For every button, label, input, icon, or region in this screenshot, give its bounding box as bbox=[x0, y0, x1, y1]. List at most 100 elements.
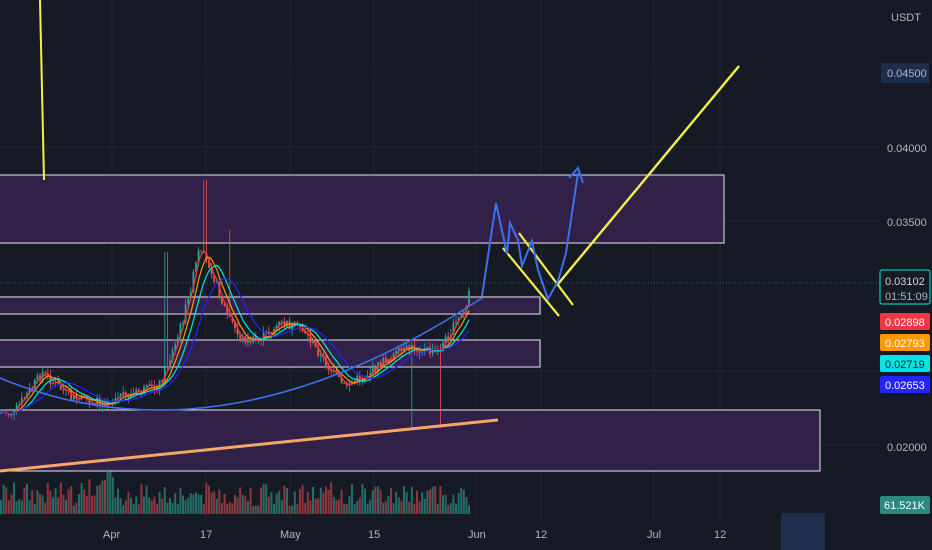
volume-bar bbox=[161, 498, 164, 514]
volume-tag[interactable]: 61.521K bbox=[880, 496, 930, 514]
volume-bar bbox=[416, 490, 418, 514]
ma-cyan-line bbox=[0, 264, 470, 415]
rounding-bottom-curve[interactable] bbox=[0, 297, 483, 411]
price-highlight-45000 bbox=[881, 63, 929, 83]
zone-mid-lower[interactable] bbox=[0, 339, 541, 368]
volume-bar bbox=[340, 489, 343, 514]
candle-body bbox=[137, 389, 140, 393]
volume-bar bbox=[145, 485, 148, 514]
volume-bar bbox=[408, 501, 411, 514]
volume-bar bbox=[137, 504, 140, 514]
volume-bar bbox=[228, 502, 231, 514]
candle-body bbox=[59, 384, 62, 390]
volume-bar bbox=[124, 500, 127, 514]
candle-body bbox=[221, 298, 223, 304]
candle-body bbox=[374, 365, 377, 373]
support-resistance-zones bbox=[0, 174, 821, 472]
time-axis[interactable]: Apr 17 May 15 Jun 12 Jul 12 bbox=[0, 513, 880, 550]
volume-bar bbox=[26, 483, 28, 514]
price-axis[interactable]: USDT 0.04500 0.04000 0.03500 0.02000 0.0… bbox=[879, 0, 932, 550]
volume-bar bbox=[421, 492, 424, 514]
support-zone-lower[interactable] bbox=[0, 409, 821, 472]
orange-trendline[interactable] bbox=[0, 418, 499, 473]
volume-bar bbox=[374, 486, 377, 514]
volume-bar bbox=[299, 489, 301, 514]
time-tick-label: 12 bbox=[535, 529, 547, 541]
candle-body bbox=[33, 379, 36, 388]
volume-bar bbox=[395, 491, 398, 514]
ma-cyan-price-tag[interactable]: 0.02719 bbox=[880, 355, 930, 372]
volume-bar bbox=[132, 503, 135, 514]
volume-bar bbox=[41, 495, 44, 514]
resistance-zone-upper[interactable] bbox=[0, 174, 725, 244]
candle-body bbox=[132, 393, 135, 395]
volume-bar bbox=[343, 503, 346, 514]
candle-body bbox=[395, 350, 398, 354]
candle-body bbox=[236, 327, 239, 335]
candle-body bbox=[343, 382, 346, 384]
volume-bar bbox=[171, 503, 174, 514]
volume-bar bbox=[215, 498, 218, 514]
candle-body bbox=[187, 296, 190, 305]
last-price-tag[interactable]: 0.03102 01:51:09 bbox=[879, 269, 931, 305]
volume-bar bbox=[101, 480, 104, 514]
candle-body bbox=[23, 398, 26, 400]
volume-bar bbox=[312, 486, 314, 514]
candle-body bbox=[247, 336, 249, 343]
ma-blue-tag-box bbox=[880, 376, 930, 393]
volume-bar bbox=[176, 503, 179, 514]
candle-body bbox=[330, 370, 333, 372]
volume-bar bbox=[117, 488, 119, 514]
candle-body bbox=[179, 324, 182, 338]
yellow-flag-line-lower[interactable] bbox=[502, 247, 560, 317]
candle-body bbox=[78, 399, 80, 401]
volume-bar bbox=[80, 483, 83, 514]
volume-bar bbox=[369, 499, 372, 514]
yellow-flag-line-upper[interactable] bbox=[518, 232, 574, 306]
volume-bar bbox=[405, 492, 408, 514]
ma-orange-tag-box bbox=[880, 334, 930, 351]
candle-body bbox=[15, 404, 18, 410]
candle-body bbox=[156, 388, 158, 392]
candle-body bbox=[163, 367, 166, 382]
candle-body bbox=[122, 391, 125, 395]
volume-bar bbox=[465, 497, 468, 514]
yellow-breakout-line[interactable] bbox=[557, 65, 740, 285]
candle-body bbox=[195, 262, 197, 272]
candle-body bbox=[119, 394, 122, 398]
volume-bar bbox=[174, 493, 177, 514]
volume-bar bbox=[182, 495, 184, 514]
candle-body bbox=[10, 414, 13, 416]
volume-bar bbox=[455, 503, 457, 514]
volume-bar bbox=[72, 505, 75, 514]
ma-red-price-tag[interactable]: 0.02898 bbox=[880, 313, 930, 330]
volume-bar bbox=[335, 500, 338, 514]
volume-bar bbox=[356, 501, 359, 514]
volume-bar bbox=[239, 487, 242, 514]
volume-bar bbox=[442, 495, 444, 514]
volume-bar bbox=[447, 505, 450, 514]
candle-body bbox=[460, 315, 463, 318]
candle-body bbox=[416, 350, 418, 352]
volume-bar bbox=[163, 487, 166, 514]
yellow-vertical-line[interactable] bbox=[39, 0, 45, 181]
ma-blue-price-tag[interactable]: 0.02653 bbox=[880, 376, 930, 393]
volume-bar bbox=[2, 484, 5, 514]
volume-bar bbox=[457, 492, 460, 514]
volume-bar bbox=[387, 495, 390, 514]
candle-body bbox=[270, 333, 273, 335]
candle-body bbox=[306, 333, 309, 335]
volume-bar bbox=[439, 486, 442, 514]
volume-bar bbox=[332, 496, 335, 514]
volume-bar bbox=[23, 487, 26, 514]
candle-body bbox=[283, 321, 286, 327]
candle-body bbox=[249, 336, 252, 343]
candle-body bbox=[20, 398, 23, 405]
volume-bar bbox=[267, 496, 270, 514]
zone-mid-upper[interactable] bbox=[0, 296, 541, 315]
volume-bar bbox=[5, 487, 8, 514]
projection-path[interactable] bbox=[481, 172, 579, 302]
ma-orange-price-tag[interactable]: 0.02793 bbox=[880, 334, 930, 351]
